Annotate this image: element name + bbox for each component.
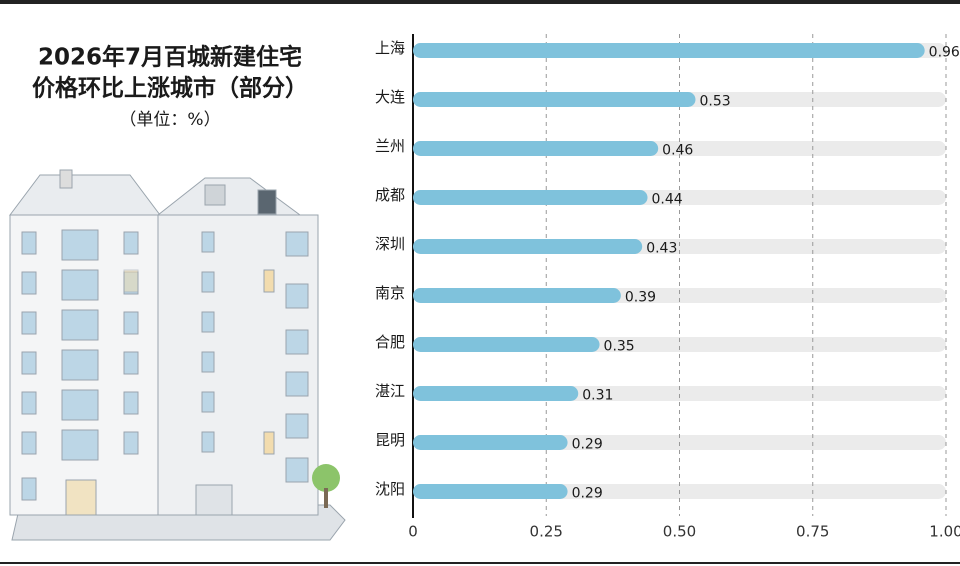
value-label: 0.39 — [625, 290, 656, 306]
x-tick-label: 0.75 — [796, 523, 829, 541]
value-label: 0.43 — [646, 241, 677, 257]
value-label: 0.29 — [572, 437, 603, 453]
x-tick-label: 0 — [408, 523, 418, 541]
y-tick-label: 合肥 — [375, 333, 405, 351]
chart-title: 价格环比上涨城市（部分） — [32, 75, 308, 102]
bar — [413, 435, 568, 450]
y-tick-label: 昆明 — [375, 431, 405, 449]
bar — [413, 141, 659, 156]
value-label: 0.46 — [662, 143, 693, 159]
y-tick-label: 兰州 — [375, 137, 405, 155]
chart-subtitle: （单位：%） — [119, 110, 220, 130]
value-label: 0.31 — [582, 388, 613, 404]
bar — [413, 484, 568, 499]
y-tick-label: 南京 — [375, 284, 405, 302]
bottom-rule — [0, 562, 960, 564]
value-label: 0.29 — [572, 486, 603, 502]
chart-title: 2026年7月百城新建住宅 — [38, 44, 302, 71]
value-label: 0.44 — [652, 192, 683, 208]
bar — [413, 288, 621, 303]
bar — [413, 92, 696, 107]
y-tick-label: 沈阳 — [375, 480, 405, 498]
y-tick-label: 上海 — [375, 39, 405, 57]
bar — [413, 43, 925, 58]
value-label: 0.35 — [604, 339, 635, 355]
y-tick-label: 大连 — [375, 88, 405, 106]
x-tick-label: 0.25 — [530, 523, 563, 541]
top-rule — [0, 0, 960, 4]
bar — [413, 190, 648, 205]
value-label: 0.53 — [699, 94, 730, 110]
building-illustration — [9, 169, 346, 541]
y-tick-label: 深圳 — [375, 235, 405, 253]
bar — [413, 239, 643, 254]
y-tick-label: 湛江 — [375, 382, 405, 400]
bar — [413, 337, 600, 352]
y-tick-label: 成都 — [375, 186, 405, 204]
value-label: 0.96 — [929, 45, 960, 61]
x-tick-label: 1.00 — [929, 523, 960, 541]
x-tick-label: 0.50 — [663, 523, 696, 541]
bar — [413, 386, 579, 401]
